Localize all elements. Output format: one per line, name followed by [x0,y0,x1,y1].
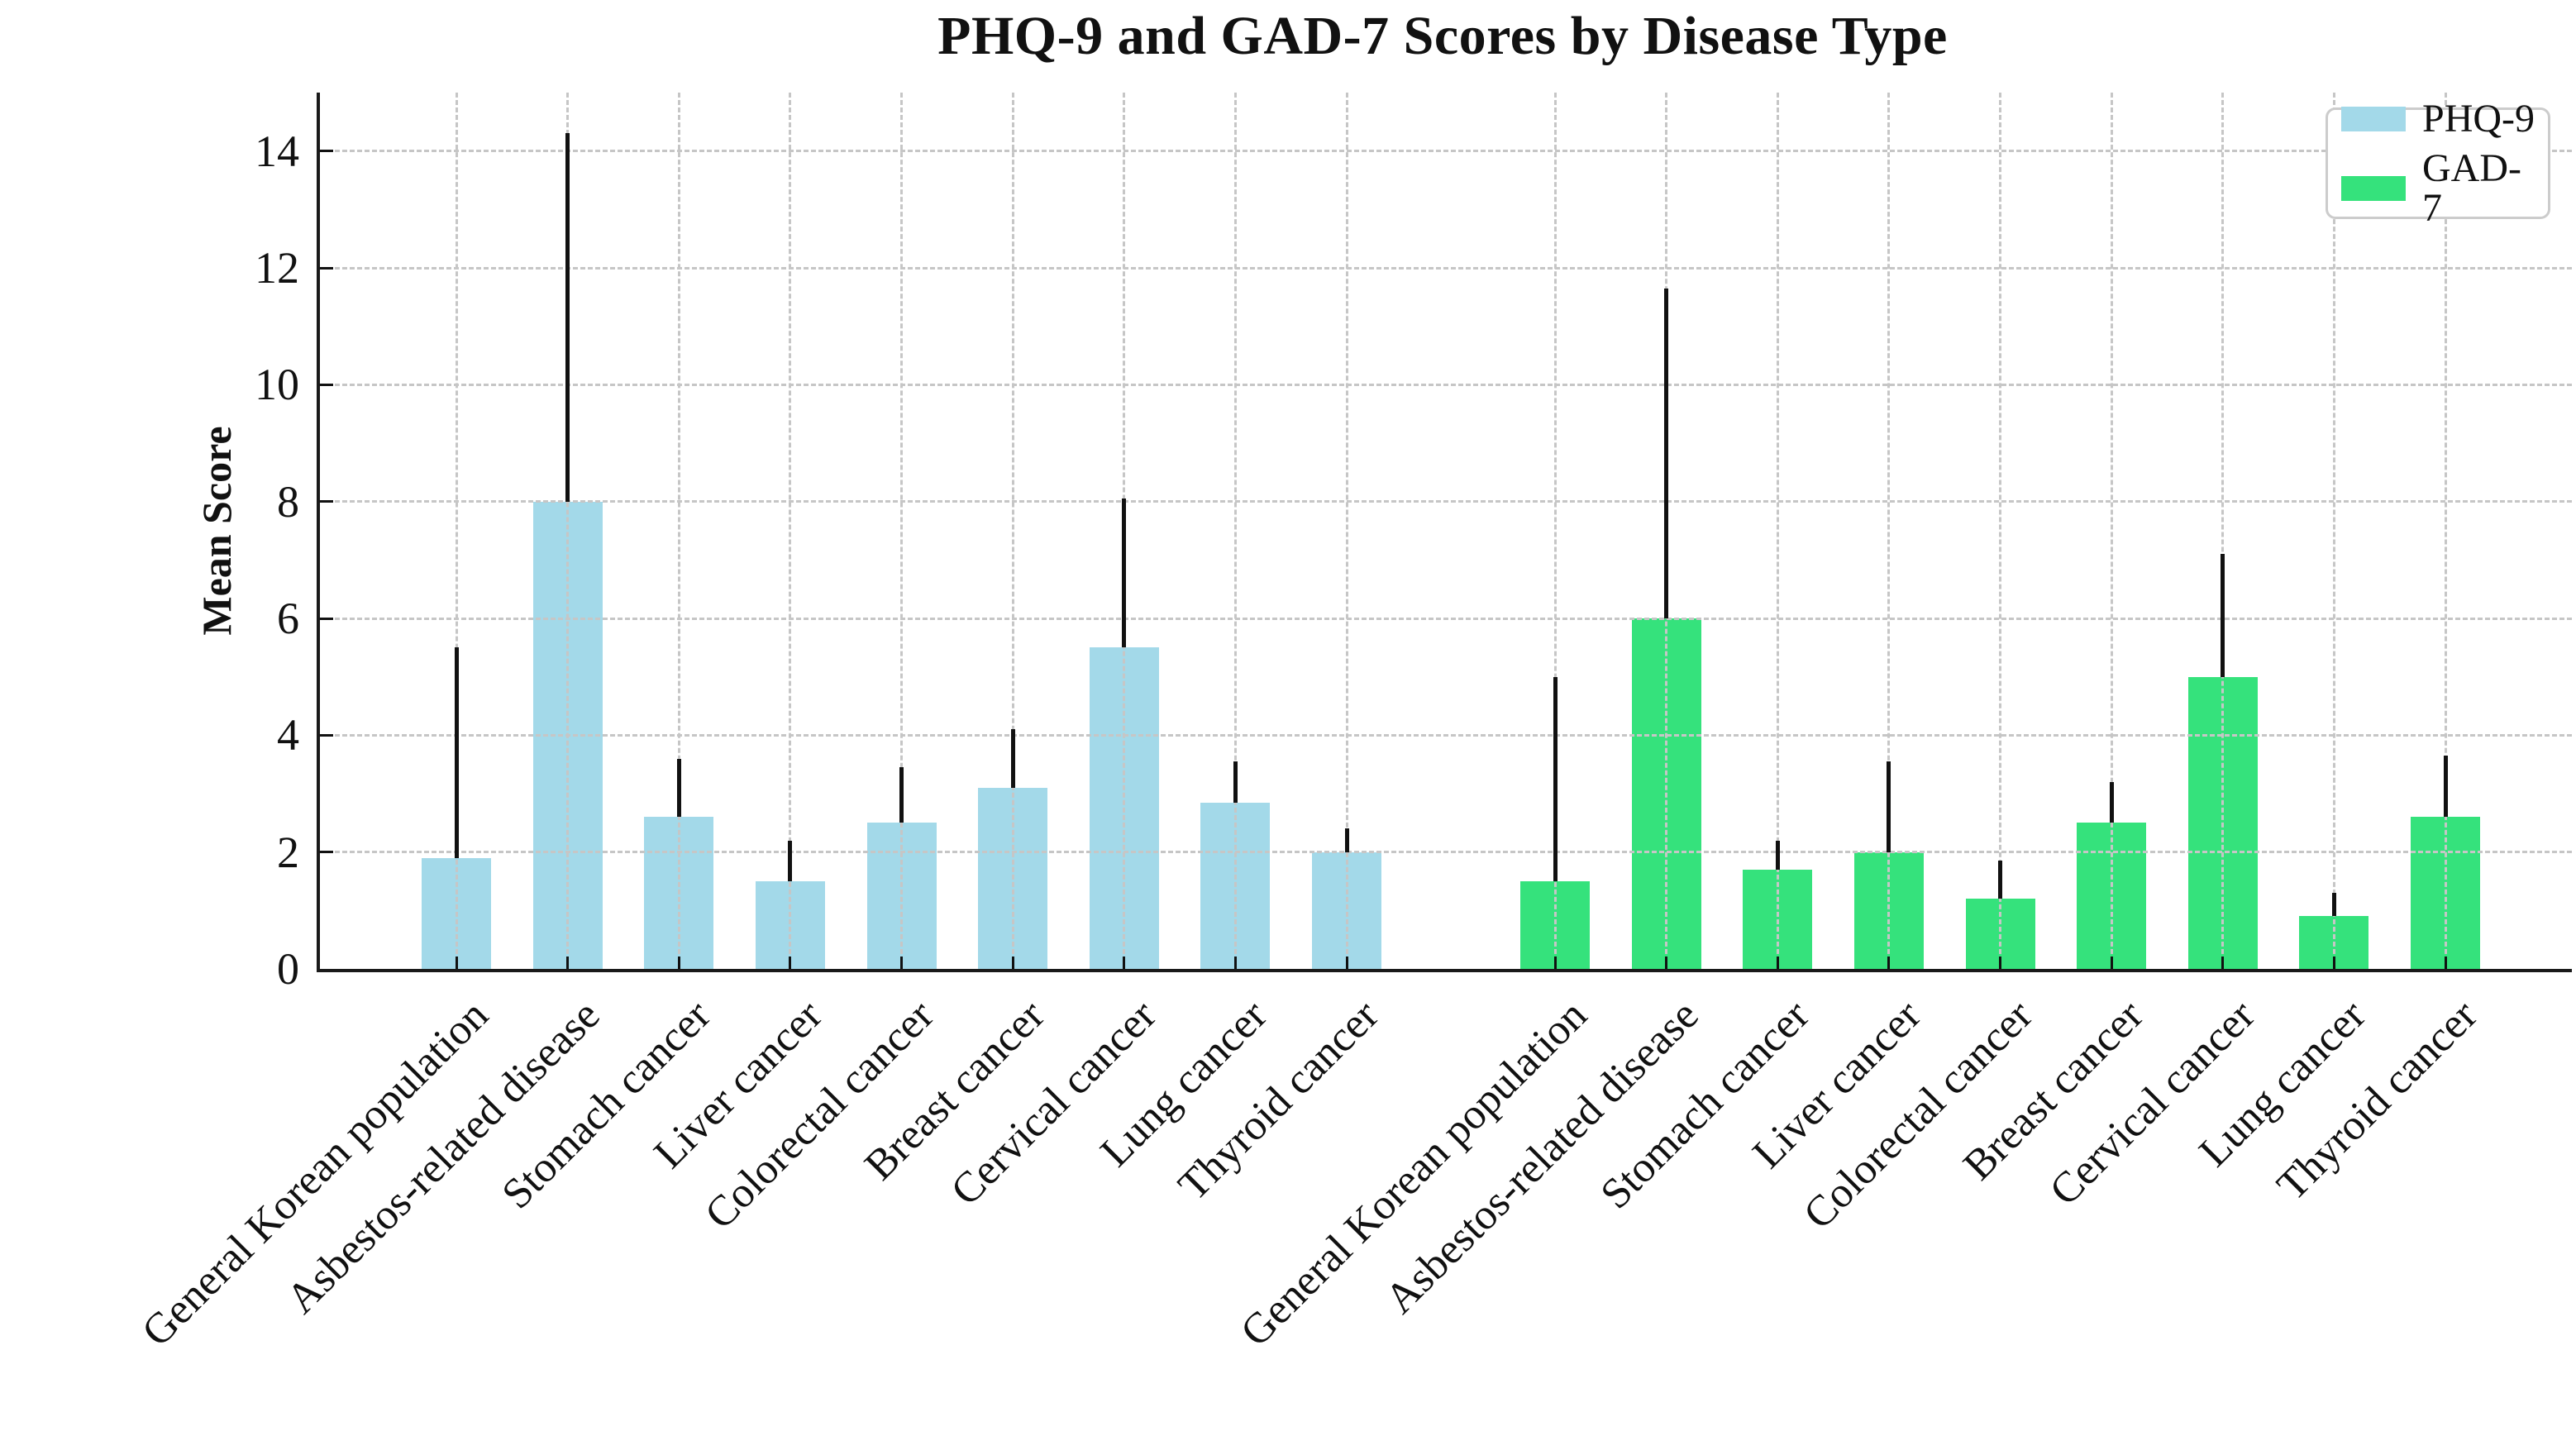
y-tick-10 [320,383,333,386]
v-gridline [1776,93,1779,969]
v-gridline [1887,93,1891,969]
error-bar [2221,554,2225,677]
y-tick-12 [320,266,333,270]
y-tick-8 [320,500,333,503]
v-gridline [1999,93,2002,969]
legend-item-phq-9: PHQ-9 [2341,96,2535,141]
h-gridline-14 [320,150,2572,153]
h-gridline-10 [320,383,2572,386]
v-gridline [1553,93,1557,969]
v-gridline [2444,93,2447,969]
y-tick-2 [320,851,333,854]
v-gridline [900,93,903,969]
error-bar [1122,499,1127,648]
x-tick [566,957,570,969]
legend-box: PHQ-9 GAD-7 [2326,98,2550,227]
h-gridline-6 [320,617,2572,620]
h-gridline-8 [320,500,2572,503]
x-tick [1123,957,1126,969]
error-bar [676,758,681,818]
v-gridline [2332,93,2335,969]
v-gridline [566,93,570,969]
x-tick [2444,957,2447,969]
error-bar [2331,893,2336,917]
h-gridline-4 [320,733,2572,737]
error-bar [1887,761,1891,852]
legend-item-gad-7: GAD-7 [2341,146,2535,230]
y-tick-label-10: 10 [255,360,299,410]
legend-label-phq-9: PHQ-9 [2422,96,2535,141]
error-bar [1998,861,2003,899]
x-tick [1011,957,1014,969]
y-tick-14 [320,150,333,153]
chart-title: PHQ-9 and GAD-7 Scores by Disease Type [937,6,1948,66]
x-tick [677,957,680,969]
x-tick [1233,957,1237,969]
y-tick-label-4: 4 [277,710,299,761]
y-tick-label-6: 6 [277,594,299,643]
error-bar [2443,756,2448,818]
h-gridline-2 [320,851,2572,854]
error-bar [1344,828,1349,852]
x-tick [2332,957,2335,969]
x-tick [1553,957,1557,969]
h-gridline-12 [320,266,2572,270]
x-tick [789,957,792,969]
error-bar [1010,729,1015,788]
error-bar [454,647,459,858]
legend-swatch-gad-7 [2341,175,2406,201]
error-bar [565,133,570,502]
x-tick [1999,957,2002,969]
x-tick [900,957,903,969]
x-tick [2221,957,2225,969]
error-bar [788,840,793,881]
x-tick [1776,957,1779,969]
error-bar [899,767,904,823]
y-tick-label-8: 8 [277,476,299,527]
v-gridline [2221,93,2225,969]
error-bar [1553,676,1558,881]
legend-label-gad-7: GAD-7 [2422,146,2521,230]
x-tick [1887,957,1891,969]
v-gridline [2110,93,2113,969]
x-tick [2110,957,2113,969]
v-gridline [1233,93,1237,969]
y-tick-label-0: 0 [277,944,299,994]
error-bar [1233,761,1238,803]
y-tick-4 [320,733,333,737]
y-tick-label-12: 12 [255,243,299,293]
error-bar [1775,840,1780,870]
v-gridline [677,93,680,969]
v-gridline [1011,93,1014,969]
plot-area [317,93,2572,972]
error-bar [2109,781,2114,823]
error-bar [1664,288,1669,618]
x-tick [455,957,458,969]
v-gridline [455,93,458,969]
y-tick-label-2: 2 [277,827,299,877]
v-gridline [789,93,792,969]
y-tick-6 [320,617,333,620]
v-gridline [1345,93,1348,969]
x-tick [1345,957,1348,969]
y-tick-label-14: 14 [255,126,299,176]
x-tick [1665,957,1668,969]
legend-swatch-phq-9 [2341,106,2406,131]
